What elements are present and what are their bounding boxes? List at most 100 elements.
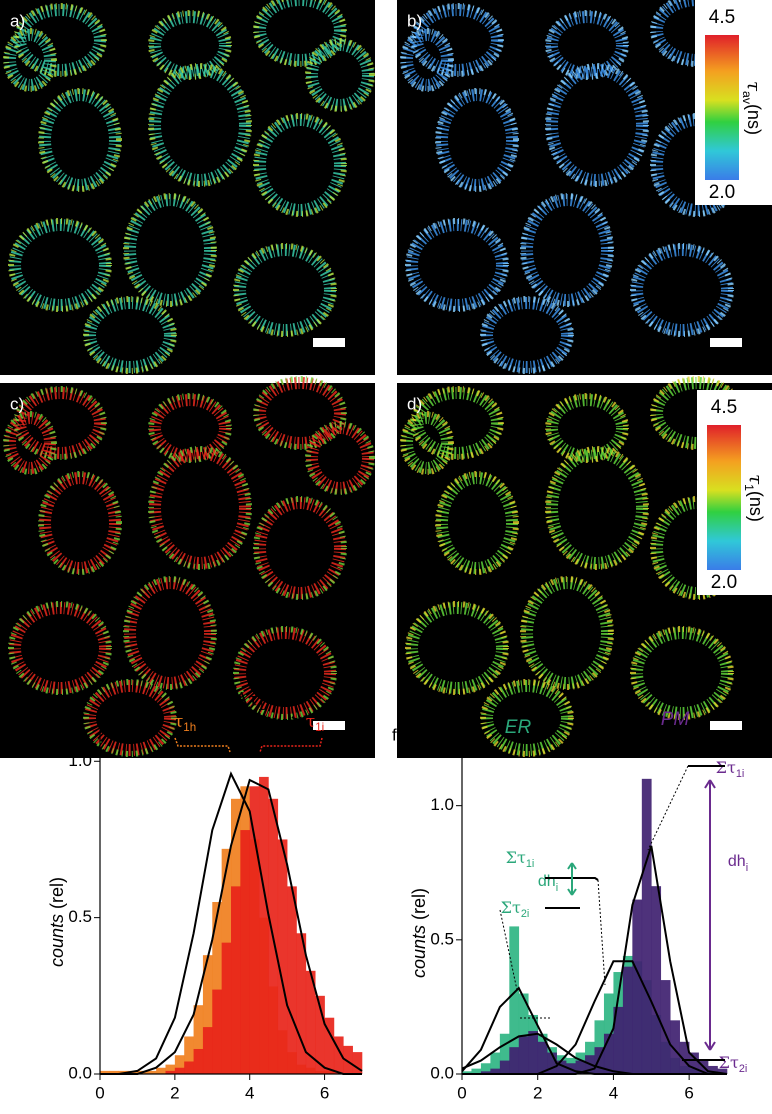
histogram-bar (287, 886, 297, 1074)
leader (545, 877, 599, 881)
colorbar-max: 4.5 (709, 7, 735, 28)
x-tick-label: 2 (170, 1083, 179, 1102)
histogram-bar (641, 778, 652, 1074)
cell (521, 194, 613, 306)
histogram-bar (490, 1068, 501, 1074)
cell (306, 422, 374, 494)
cell-speckle (3, 411, 57, 475)
panel-label: b) (407, 11, 422, 30)
histogram-bar (537, 1041, 548, 1074)
cell-speckle (233, 626, 337, 720)
leader (597, 879, 606, 986)
y-tick-label: 0.0 (68, 1063, 92, 1082)
histogram-bar (679, 1041, 690, 1074)
cell-speckle (435, 88, 519, 192)
cell (481, 297, 573, 373)
colorbar-label: τav(ns) (740, 81, 764, 135)
cell-speckle (405, 218, 509, 312)
histogram-bar (202, 1027, 213, 1074)
cell-speckle (435, 471, 519, 575)
histogram-bar (490, 1052, 501, 1074)
cell (401, 412, 453, 474)
histogram-bar (547, 1052, 557, 1074)
histogram-bar (471, 1068, 482, 1074)
cell-speckle (630, 243, 734, 337)
cell-speckle (400, 411, 454, 475)
cell-speckle (305, 421, 375, 495)
cell (149, 64, 251, 186)
cell (234, 244, 336, 336)
histogram-bar (249, 786, 260, 1074)
arrow (704, 779, 716, 1051)
panel-label: a) (10, 11, 25, 30)
cell-speckle (405, 601, 509, 695)
annotation-part: Δτ (235, 689, 258, 710)
cell (411, 4, 503, 76)
histogram-bar (240, 830, 251, 1074)
y-tick-label: 0.5 (430, 929, 454, 948)
annotation: Στ1i (716, 758, 745, 780)
histogram-bar (717, 1068, 728, 1074)
cell-speckle (13, 386, 107, 460)
cell (234, 627, 336, 719)
annotation: Δτ1 (235, 689, 265, 713)
cell-speckle (520, 193, 614, 307)
colorbar-min: 2.0 (711, 572, 737, 593)
histogram-bar (499, 1033, 510, 1074)
panel-label: c) (10, 394, 24, 413)
bracket (259, 737, 323, 753)
arrow (199, 716, 301, 728)
histogram-bar (528, 1031, 539, 1074)
y-axis-label: counts (rel) (409, 888, 429, 978)
annotation: Στ1i (506, 848, 535, 870)
annotation-part: PM (661, 709, 690, 730)
micrograph (0, 383, 375, 758)
annotation-part: dh (538, 873, 556, 890)
panel-label: d) (407, 394, 422, 413)
histogram-bar (660, 980, 671, 1074)
cell (149, 447, 251, 569)
y-tick-label: 0.5 (68, 907, 92, 926)
cell-speckle (38, 88, 122, 192)
annotation-part: dh (728, 853, 746, 870)
annotation: ER (505, 717, 532, 738)
cell (14, 387, 106, 459)
scale-bar (710, 338, 742, 347)
cell (411, 387, 503, 459)
y-tick-label: 1.0 (68, 751, 92, 770)
y-axis-label: counts (rel) (47, 877, 67, 967)
colorbar-max: 4.5 (711, 397, 737, 418)
cell-speckle (83, 296, 177, 374)
cell (4, 412, 56, 474)
cell-speckle (148, 446, 252, 570)
histogram-bar (193, 1005, 204, 1074)
histogram-bar (296, 933, 307, 1074)
annotation-part: i (556, 882, 558, 894)
cell (124, 194, 216, 306)
annotation-part: 2i (521, 908, 529, 920)
cell (631, 627, 733, 719)
annotation: Στ2i (719, 1053, 748, 1075)
x-tick-label: 6 (684, 1083, 693, 1102)
annotation-part: τ (174, 712, 183, 732)
bracket (174, 737, 231, 753)
histogram-bar (165, 1064, 176, 1074)
panel-label: f) (392, 725, 402, 744)
cell (306, 39, 374, 111)
cell (406, 219, 508, 311)
scale-bar (710, 721, 742, 730)
annotation: dhi (538, 873, 558, 894)
cell-speckle (233, 243, 337, 337)
histogram-bar (670, 1020, 680, 1074)
cell-speckle (305, 38, 375, 112)
histogram-bar (603, 1033, 614, 1074)
annotation-part: Στ (506, 848, 526, 867)
cell (254, 497, 346, 599)
histogram-bar (174, 1055, 185, 1074)
histogram-bar (212, 989, 222, 1074)
annotation-part: 1i (736, 768, 744, 780)
histogram-bar (518, 1036, 529, 1074)
cell-speckle (123, 576, 217, 690)
colorbar-label-part: (ns) (746, 491, 766, 522)
histogram-bar (202, 955, 213, 1074)
